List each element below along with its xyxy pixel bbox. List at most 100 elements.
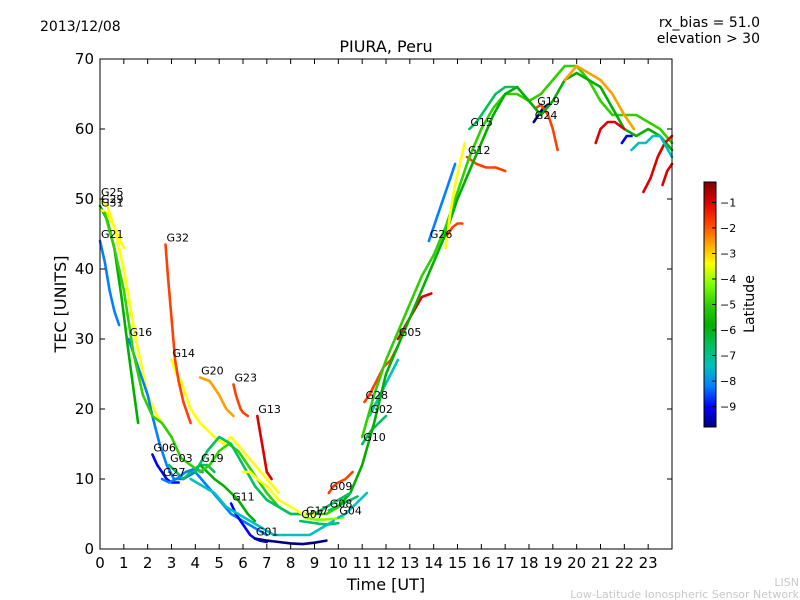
series-line-trace-41 — [241, 470, 316, 516]
chart-title: PIURA, Peru — [339, 37, 432, 56]
series-label-g01: G01 — [256, 526, 279, 539]
series-line-trace-40 — [189, 477, 335, 537]
y-axis: 0 10 20 30 40 50 60 70 — [75, 50, 672, 558]
y-tick-label: 50 — [75, 190, 94, 208]
y-tick-label: 30 — [75, 330, 94, 348]
x-tick-label: 7 — [262, 554, 272, 572]
colorbar-tick-label: −9 — [720, 401, 736, 414]
series-line-g31 — [98, 208, 126, 250]
x-tick-label: 18 — [519, 554, 538, 572]
x-tick-label: 15 — [448, 554, 467, 572]
series-label-g13: G13 — [258, 403, 281, 416]
series-label-g17: G17 — [306, 505, 329, 518]
series-line-trace-35 — [630, 134, 674, 159]
series-label-g26: G26 — [430, 228, 453, 241]
colorbar-tick-label: −3 — [720, 247, 736, 260]
series-line-g04 — [336, 491, 369, 519]
x-tick-label: 22 — [615, 554, 634, 572]
series-label-g23: G23 — [235, 372, 258, 385]
series-lines — [98, 64, 674, 546]
y-tick-label: 0 — [84, 540, 94, 558]
series-line-trace-30 — [360, 64, 674, 439]
x-tick-label: 20 — [567, 554, 586, 572]
series-line-g15 — [468, 85, 517, 131]
colorbar-tick-label: −1 — [720, 196, 736, 209]
x-tick-label: 17 — [496, 554, 515, 572]
x-tick-label: 2 — [143, 554, 153, 572]
series-label-g10: G10 — [363, 431, 386, 444]
x-tick-label: 1 — [119, 554, 129, 572]
x-tick-label: 10 — [329, 554, 348, 572]
date-label: 2013/12/08 — [40, 19, 121, 35]
y-tick-label: 10 — [75, 470, 94, 488]
series-line-g14 — [170, 358, 281, 495]
series-label-g31: G31 — [101, 197, 124, 210]
series-line-g25 — [98, 197, 168, 432]
x-tick-label: 3 — [167, 554, 177, 572]
elevation-label: elevation > 30 — [657, 31, 760, 47]
x-tick-label: 19 — [543, 554, 562, 572]
series-line-g01 — [253, 537, 328, 546]
series-label-g09: G09 — [330, 480, 353, 493]
y-axis-label: TEC [UNITS] — [51, 256, 70, 354]
series-line-g19 — [534, 103, 559, 152]
series-line-g19 — [198, 463, 257, 523]
series-line-g09 — [327, 470, 354, 495]
series-label-g24: G24 — [535, 109, 558, 122]
series-line-trace-39 — [194, 435, 352, 516]
series-label-g14: G14 — [173, 347, 196, 360]
x-tick-label: 0 — [95, 554, 105, 572]
x-tick-label: 14 — [424, 554, 443, 572]
series-line-trace-36 — [620, 134, 633, 145]
colorbar-tick-label: −2 — [720, 222, 736, 235]
series-label-g19: G19 — [201, 452, 224, 465]
series-label-g28: G28 — [366, 389, 389, 402]
series-label-g02: G02 — [370, 403, 393, 416]
series-label-g06: G06 — [153, 442, 176, 455]
series-line-g32 — [164, 243, 192, 425]
series-line-g07 — [298, 519, 340, 526]
series-line-g06 — [151, 453, 180, 484]
x-tick-label: 9 — [310, 554, 320, 572]
y-tick-label: 70 — [75, 50, 94, 68]
series-line-g08 — [327, 495, 359, 512]
series-line-trace-43 — [446, 222, 464, 236]
x-tick-label: 16 — [472, 554, 491, 572]
x-tick-label: 4 — [191, 554, 201, 572]
series-line-g23 — [232, 383, 250, 418]
series-label-g27: G27 — [163, 466, 186, 479]
series-line-g03 — [167, 463, 216, 481]
x-tick-label: 5 — [214, 554, 224, 572]
colorbar-tick-label: −5 — [720, 299, 736, 312]
series-line-g13 — [255, 414, 273, 481]
x-axis: 0 1 2 3 4 5 6 7 8 9 10 11 12 13 14 15 16 17 18 19 20 21 22 23 — [95, 59, 658, 572]
y-tick-label: 60 — [75, 120, 94, 138]
x-tick-label: 21 — [591, 554, 610, 572]
series-label-g05: G05 — [399, 326, 422, 339]
series-line-g26 — [427, 162, 457, 243]
y-tick-label: 20 — [75, 400, 94, 418]
x-tick-label: 13 — [400, 554, 419, 572]
series-label-g25: G25 — [101, 186, 124, 199]
series-label-g08: G08 — [330, 498, 353, 511]
series-label-g07: G07 — [301, 508, 324, 521]
series-line-g16 — [127, 337, 269, 537]
x-axis-label: Time [UT] — [346, 575, 425, 594]
y-tick-label: 40 — [75, 260, 94, 278]
series-label-g04: G04 — [339, 505, 362, 518]
credit-long: Low-Latitude Ionospheric Sensor Network — [570, 588, 799, 600]
series-line-trace-32 — [563, 64, 636, 131]
series-line-trace-31 — [336, 71, 674, 509]
series-line-trace-34 — [642, 134, 674, 194]
colorbar-tick-label: −7 — [720, 350, 736, 363]
series-label-g29: G29 — [101, 193, 124, 206]
series-label-g11: G11 — [232, 491, 255, 504]
series-line-g05 — [396, 292, 433, 341]
rx-bias-label: rx_bias = 51.0 — [659, 15, 760, 31]
series-label-g19: G19 — [537, 95, 560, 108]
x-tick-label: 11 — [353, 554, 372, 572]
series-label-g12: G12 — [468, 144, 491, 157]
x-tick-label: 23 — [639, 554, 658, 572]
